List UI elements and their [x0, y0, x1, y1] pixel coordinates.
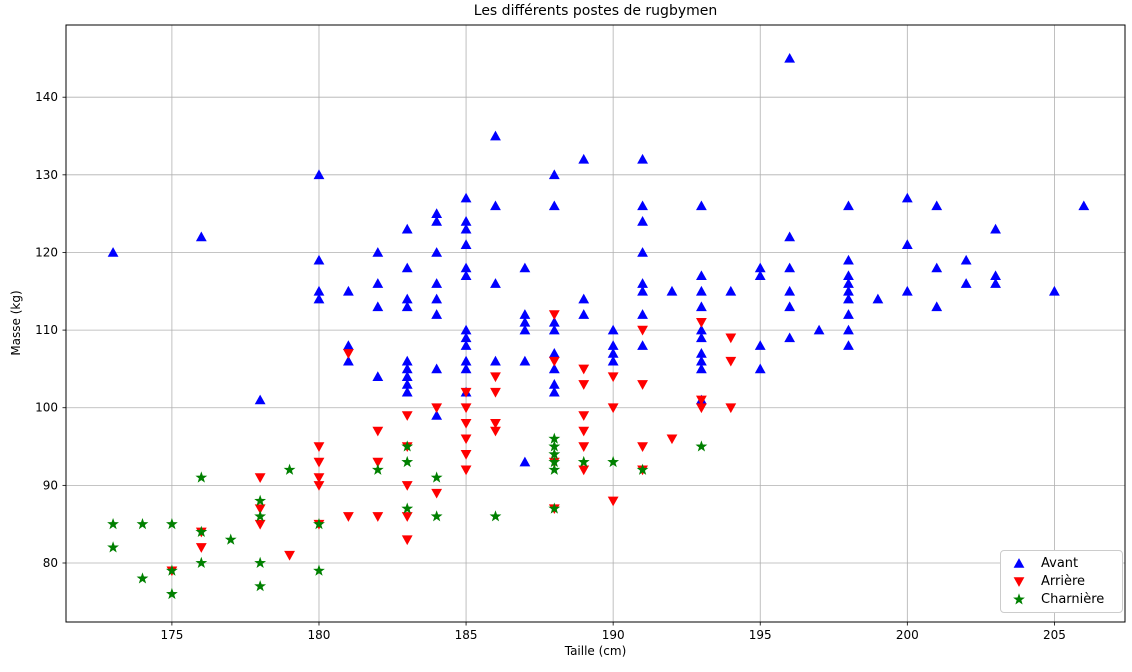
legend-label: Arrière [1041, 573, 1086, 589]
svg-text:90: 90 [43, 478, 58, 492]
svg-text:180: 180 [308, 628, 331, 642]
svg-text:200: 200 [896, 628, 919, 642]
svg-text:120: 120 [35, 245, 58, 259]
svg-text:130: 130 [35, 168, 58, 182]
svg-text:175: 175 [160, 628, 183, 642]
legend: Avant Arrière Charnière [1000, 550, 1123, 613]
svg-text:100: 100 [35, 401, 58, 415]
svg-text:205: 205 [1043, 628, 1066, 642]
legend-item-charniere: Charnière [1009, 592, 1114, 608]
chart-title: Les différents postes de rugbymen [473, 3, 718, 19]
legend-item-avant: Avant [1009, 555, 1114, 571]
svg-text:190: 190 [602, 628, 625, 642]
triangle-up-icon [1009, 556, 1029, 571]
legend-label: Charnière [1041, 592, 1105, 608]
svg-text:110: 110 [35, 323, 58, 337]
svg-text:195: 195 [749, 628, 772, 642]
x-axis-label: Taille (cm) [564, 644, 627, 658]
triangle-down-icon [1009, 574, 1029, 589]
y-axis-label: Masse (kg) [9, 290, 23, 356]
legend-item-arriere: Arrière [1009, 573, 1114, 589]
svg-text:140: 140 [35, 90, 58, 104]
star-icon [1009, 592, 1029, 607]
legend-label: Avant [1041, 555, 1079, 571]
svg-text:185: 185 [455, 628, 478, 642]
svg-text:80: 80 [43, 556, 58, 570]
